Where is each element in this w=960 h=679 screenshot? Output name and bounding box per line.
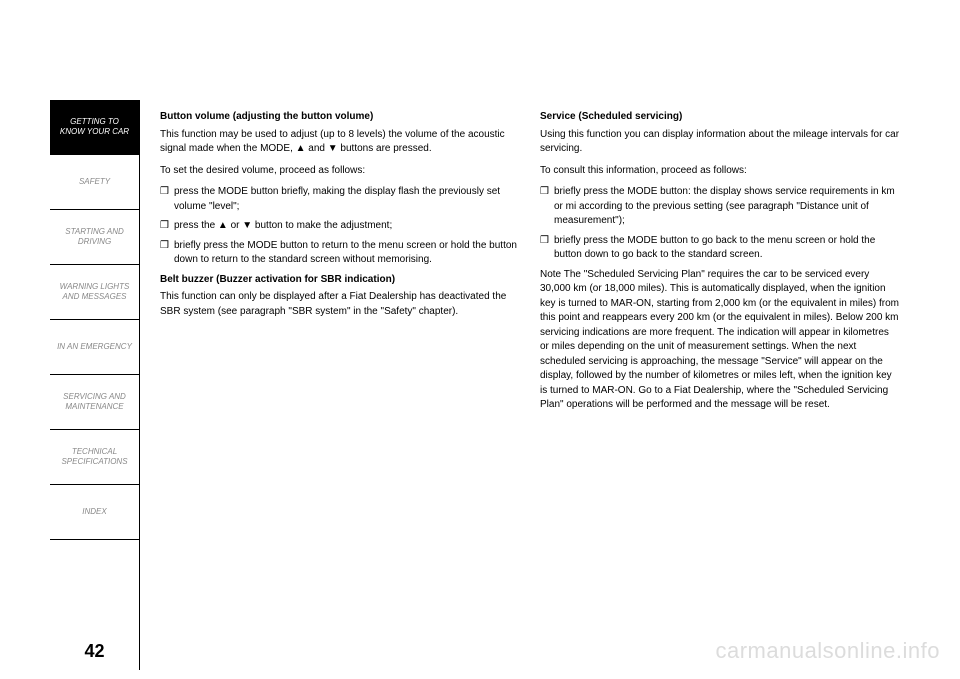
sidebar-item-warning-lights[interactable]: WARNING LIGHTSAND MESSAGES bbox=[50, 265, 139, 320]
bullet-icon: ❒ bbox=[160, 239, 174, 268]
page-content: Button volume (adjusting the button volu… bbox=[140, 100, 920, 670]
sidebar-item-getting-to-know[interactable]: GETTING TOKNOW YOUR CAR bbox=[50, 100, 139, 155]
heading-button-volume: Button volume (adjusting the button volu… bbox=[160, 110, 520, 125]
page-number: 42 bbox=[50, 633, 139, 670]
sidebar-item-servicing[interactable]: SERVICING ANDMAINTENANCE bbox=[50, 375, 139, 430]
manual-page: GETTING TOKNOW YOUR CAR SAFETY STARTING … bbox=[50, 100, 920, 670]
heading-belt-buzzer: Belt buzzer (Buzzer activation for SBR i… bbox=[160, 273, 520, 288]
paragraph-note: Note The "Scheduled Servicing Plan" requ… bbox=[540, 268, 900, 413]
column-left: Button volume (adjusting the button volu… bbox=[160, 110, 520, 660]
list-item: ❒ press the ▲ or ▼ button to make the ad… bbox=[160, 219, 520, 234]
paragraph: This function may be used to adjust (up … bbox=[160, 128, 520, 157]
list-item: ❒ briefly press the MODE button: the dis… bbox=[540, 185, 900, 229]
bullet-icon: ❒ bbox=[540, 234, 554, 263]
list-item: ❒ briefly press the MODE button to retur… bbox=[160, 239, 520, 268]
paragraph: This function can only be displayed afte… bbox=[160, 290, 520, 319]
column-right: Service (Scheduled servicing) Using this… bbox=[540, 110, 900, 660]
heading-service: Service (Scheduled servicing) bbox=[540, 110, 900, 125]
bullet-icon: ❒ bbox=[540, 185, 554, 229]
list-item: ❒ briefly press the MODE button to go ba… bbox=[540, 234, 900, 263]
bullet-text: press the ▲ or ▼ button to make the adju… bbox=[174, 219, 520, 234]
sidebar-item-safety[interactable]: SAFETY bbox=[50, 155, 139, 210]
sidebar-item-starting-driving[interactable]: STARTING ANDDRIVING bbox=[50, 210, 139, 265]
paragraph: Using this function you can display info… bbox=[540, 128, 900, 157]
bullet-text: press the MODE button briefly, making th… bbox=[174, 185, 520, 214]
sidebar-item-tech-specs[interactable]: TECHNICALSPECIFICATIONS bbox=[50, 430, 139, 485]
bullet-icon: ❒ bbox=[160, 219, 174, 234]
bullet-text: briefly press the MODE button to return … bbox=[174, 239, 520, 268]
bullet-text: briefly press the MODE button to go back… bbox=[554, 234, 900, 263]
paragraph: To set the desired volume, proceed as fo… bbox=[160, 164, 520, 179]
list-item: ❒ press the MODE button briefly, making … bbox=[160, 185, 520, 214]
sidebar-item-index[interactable]: INDEX bbox=[50, 485, 139, 540]
watermark: carmanualsonline.info bbox=[715, 638, 940, 664]
bullet-text: briefly press the MODE button: the displ… bbox=[554, 185, 900, 229]
sidebar-item-emergency[interactable]: IN AN EMERGENCY bbox=[50, 320, 139, 375]
chapter-sidebar: GETTING TOKNOW YOUR CAR SAFETY STARTING … bbox=[50, 100, 140, 670]
bullet-icon: ❒ bbox=[160, 185, 174, 214]
paragraph: To consult this information, proceed as … bbox=[540, 164, 900, 179]
